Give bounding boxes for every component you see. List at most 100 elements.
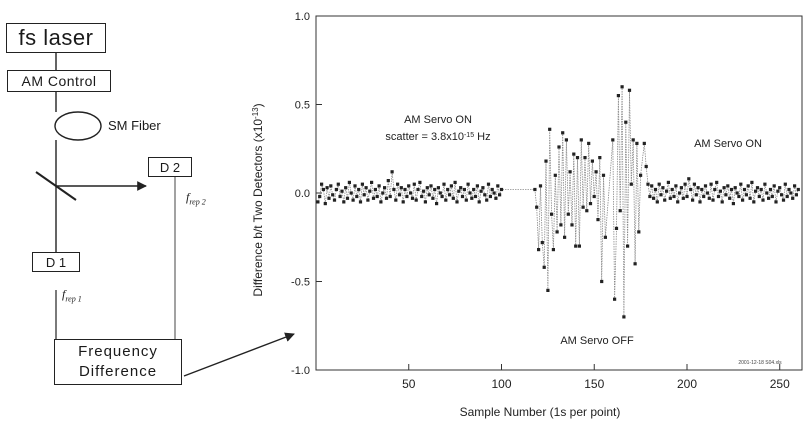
data-point xyxy=(575,156,580,160)
data-point xyxy=(564,138,568,142)
data-point xyxy=(713,187,717,192)
data-point xyxy=(453,180,457,184)
data-point xyxy=(678,191,682,195)
data-point xyxy=(460,194,465,199)
data-point xyxy=(728,196,732,200)
data-point xyxy=(685,194,689,199)
data-point xyxy=(342,200,346,204)
data-point xyxy=(396,182,400,186)
data-point xyxy=(542,265,546,269)
data-point xyxy=(581,205,585,209)
annotation-scatter: scatter = 3.8x10-15 Hz xyxy=(385,131,490,143)
data-point xyxy=(789,191,793,195)
data-point xyxy=(488,194,492,199)
data-point xyxy=(392,187,396,192)
data-point xyxy=(414,198,418,202)
series-line xyxy=(316,85,800,319)
data-point xyxy=(544,159,548,163)
data-point xyxy=(752,200,756,204)
data-point xyxy=(787,187,791,192)
data-point xyxy=(676,200,680,204)
data-point xyxy=(540,241,544,245)
series-line-path xyxy=(317,86,799,317)
y-tick-label: 0.5 xyxy=(295,100,310,112)
data-point xyxy=(668,196,672,200)
data-point xyxy=(637,230,641,234)
data-point xyxy=(720,200,724,204)
y-tick-label: -0.5 xyxy=(291,277,310,289)
data-point xyxy=(418,180,422,184)
data-point xyxy=(468,191,472,195)
data-point xyxy=(479,189,483,193)
d2-box: D 2 xyxy=(148,157,192,177)
data-point xyxy=(601,173,606,177)
data-point xyxy=(646,182,650,186)
data-point xyxy=(757,194,761,199)
data-point xyxy=(323,202,327,206)
data-point xyxy=(462,187,466,192)
x-tick-label: 250 xyxy=(770,377,790,391)
data-point xyxy=(742,187,747,192)
x-tick-label: 50 xyxy=(402,377,416,391)
data-point xyxy=(724,193,728,197)
data-point xyxy=(340,189,344,193)
data-point xyxy=(334,187,338,192)
data-point xyxy=(709,182,713,186)
data-point xyxy=(327,196,331,200)
data-point xyxy=(371,196,376,200)
data-point xyxy=(451,196,455,200)
data-point xyxy=(440,194,444,199)
data-point xyxy=(332,198,337,202)
data-point xyxy=(694,193,698,197)
x-tick-label: 150 xyxy=(584,377,604,391)
data-point xyxy=(448,193,452,197)
data-point xyxy=(633,262,637,266)
data-point xyxy=(429,184,433,188)
data-point xyxy=(492,191,496,195)
data-point xyxy=(744,193,748,197)
data-point xyxy=(351,198,355,202)
data-point xyxy=(416,187,420,192)
data-point xyxy=(639,173,643,177)
data-point xyxy=(486,182,491,186)
x-tick-label: 200 xyxy=(677,377,697,391)
data-point xyxy=(794,193,798,197)
data-point xyxy=(772,184,776,188)
data-point xyxy=(470,196,474,200)
data-point xyxy=(357,187,361,192)
data-point xyxy=(635,141,639,145)
data-point xyxy=(407,184,411,188)
data-point xyxy=(700,187,704,192)
data-point xyxy=(579,138,583,142)
data-point xyxy=(347,180,351,184)
data-point xyxy=(703,184,708,188)
data-point xyxy=(616,94,620,98)
data-point xyxy=(687,177,691,181)
data-point xyxy=(336,182,340,186)
data-point xyxy=(405,194,409,199)
data-point xyxy=(409,191,413,195)
fs-laser-label: fs laser xyxy=(18,25,94,50)
data-point xyxy=(648,194,652,199)
data-point xyxy=(783,182,787,186)
data-point xyxy=(375,194,379,199)
data-point xyxy=(566,212,570,216)
data-point xyxy=(767,196,771,200)
data-point xyxy=(318,194,322,199)
data-point xyxy=(592,194,596,199)
data-point xyxy=(481,186,485,190)
annotation-servo-off: AM Servo OFF xyxy=(560,335,634,347)
data-point xyxy=(585,209,589,213)
data-point xyxy=(442,182,446,186)
data-point xyxy=(598,156,602,160)
data-point xyxy=(631,138,635,142)
data-point xyxy=(553,173,557,177)
data-point xyxy=(412,182,416,186)
data-point xyxy=(600,279,604,284)
data-point xyxy=(483,193,487,197)
data-point xyxy=(433,187,437,192)
data-point xyxy=(379,200,383,204)
data-point xyxy=(629,182,633,186)
data-point xyxy=(590,159,594,163)
x-tick-label: 100 xyxy=(491,377,511,391)
